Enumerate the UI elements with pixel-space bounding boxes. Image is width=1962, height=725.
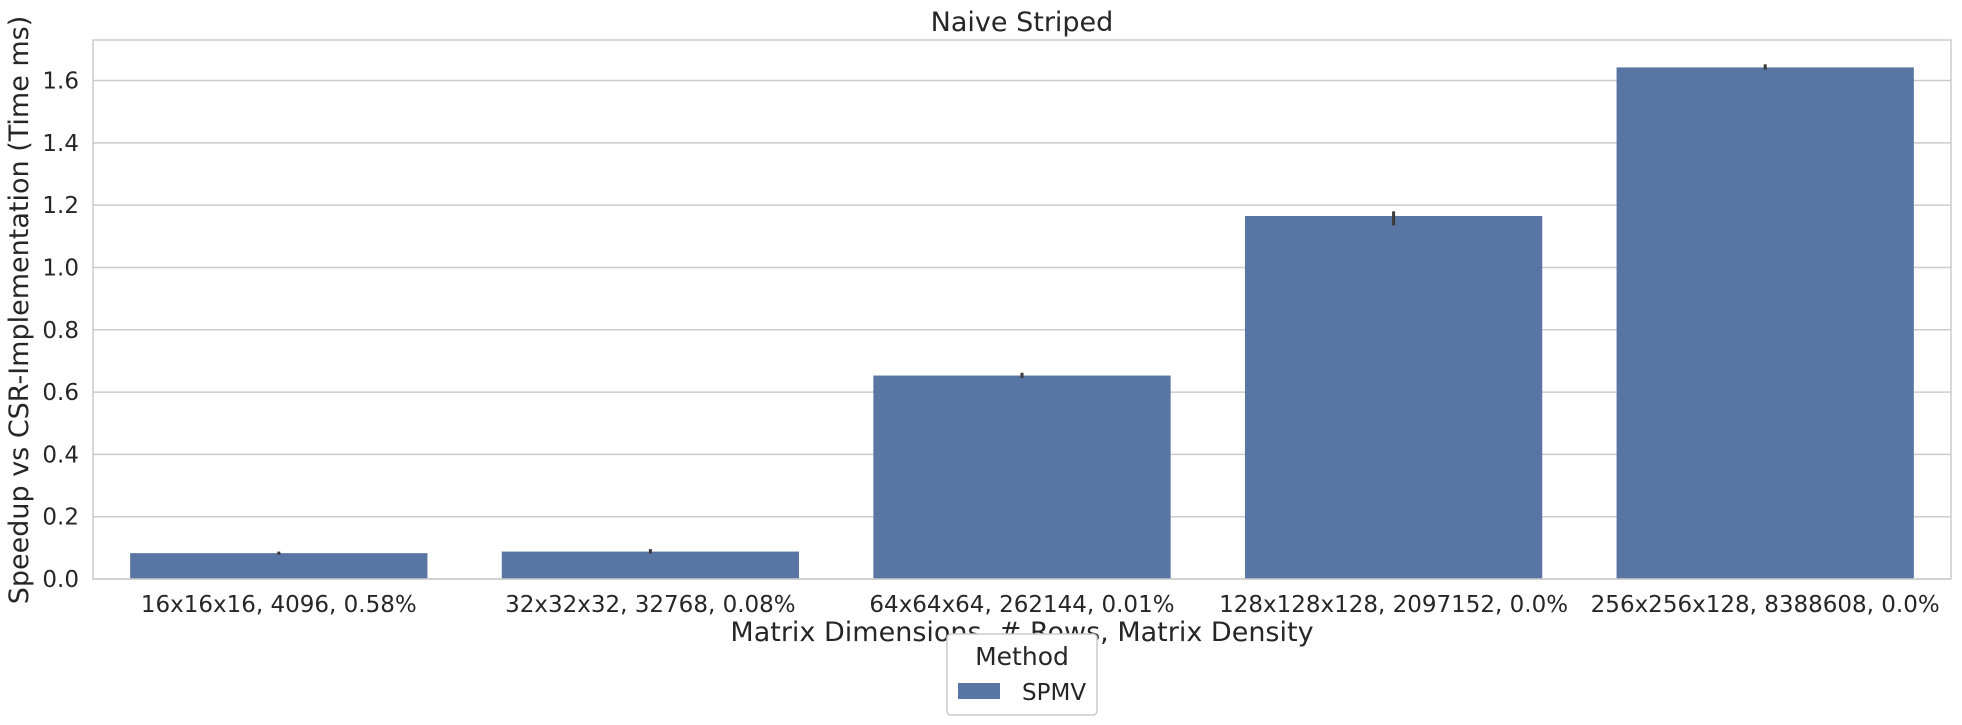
bar [1616, 67, 1914, 579]
y-tick-label: 1.4 [42, 131, 79, 157]
y-tick-label: 1.0 [42, 255, 79, 281]
y-tick-labels: 0.0 0.2 0.4 0.6 0.8 1.0 1.2 1.4 1.6 [42, 69, 79, 593]
bar [873, 375, 1171, 579]
bar [1244, 216, 1543, 579]
x-tick-label: 16x16x16, 4096, 0.58% [141, 592, 417, 618]
y-tick-label: 0.4 [42, 442, 79, 468]
x-tick-label: 32x32x32, 32768, 0.08% [505, 592, 796, 618]
grid-lines [93, 79, 1951, 580]
y-tick-label: 1.6 [42, 69, 79, 95]
bars [130, 67, 1914, 579]
x-tick-label: 256x256x128, 8388608, 0.0% [1591, 592, 1940, 618]
error-bars [277, 64, 1767, 555]
y-tick-label: 1.2 [42, 193, 79, 219]
y-tick-label: 0.2 [42, 505, 79, 531]
legend-title: Method [975, 642, 1069, 671]
x-tick-labels: 16x16x16, 4096, 0.58% 32x32x32, 32768, 0.… [141, 592, 1940, 618]
bar [130, 553, 428, 579]
legend-swatch [958, 683, 1000, 699]
bar [501, 551, 800, 579]
y-axis-label: Speedup vs CSR-Implementation (Time ms) [4, 16, 35, 605]
legend: Method SPMV [946, 633, 1098, 716]
x-tick-label: 64x64x64, 262144, 0.01% [869, 592, 1174, 618]
y-tick-label: 0.8 [42, 318, 79, 344]
x-tick-label: 128x128x128, 2097152, 0.0% [1219, 592, 1568, 618]
plot-frame [92, 39, 1952, 580]
chart-title: Naive Striped [931, 7, 1114, 38]
y-tick-label: 0.6 [42, 380, 79, 406]
y-tick-label: 0.0 [42, 567, 79, 593]
legend-label: SPMV [1022, 680, 1086, 706]
